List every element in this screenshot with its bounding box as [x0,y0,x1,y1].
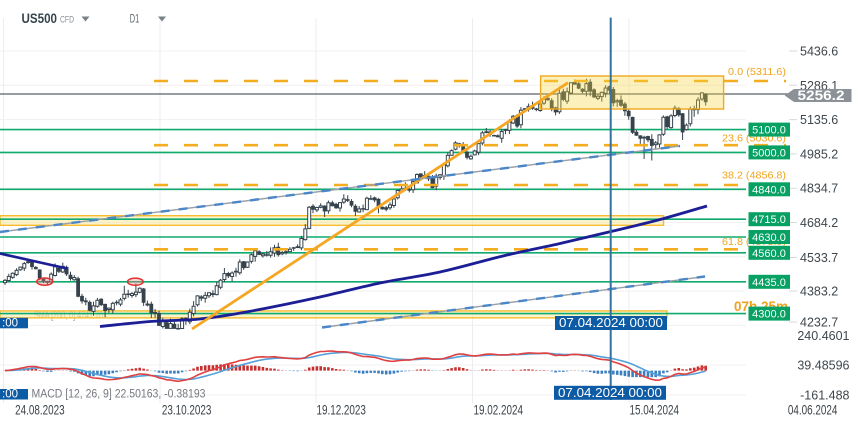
svg-text:240.4601: 240.4601 [797,329,849,343]
svg-text:5000.0: 5000.0 [752,147,786,159]
svg-text:-161.488: -161.488 [800,389,849,403]
svg-text:4435.0: 4435.0 [752,277,786,289]
svg-text:4560.0: 4560.0 [752,248,786,260]
svg-text:23.10.2023: 23.10.2023 [162,402,212,418]
svg-text:15.04.2024: 15.04.2024 [630,402,680,418]
svg-text:04.06.2024: 04.06.2024 [788,402,838,418]
svg-text:D1: D1 [130,12,140,26]
svg-text:4300.0: 4300.0 [752,309,786,321]
svg-text:07.04.2024 00:00: 07.04.2024 00:00 [559,316,663,330]
svg-text:4232.7: 4232.7 [800,316,838,330]
svg-text:24.08.2023: 24.08.2023 [15,402,65,418]
svg-text:19.02.2024: 19.02.2024 [474,402,524,418]
svg-text:0.0 (5311.6): 0.0 (5311.6) [728,66,786,78]
svg-text:4630.0: 4630.0 [752,232,786,244]
svg-text:4383.2: 4383.2 [800,285,838,299]
svg-text:19.12.2023: 19.12.2023 [316,402,366,418]
svg-text:4834.7: 4834.7 [800,182,838,196]
svg-text:4715.0: 4715.0 [752,214,786,226]
svg-text:4840.0: 4840.0 [752,184,786,196]
svg-text:4985.2: 4985.2 [800,147,838,161]
svg-text:38.2 (4856.8): 38.2 (4856.8) [722,170,786,182]
svg-text:5436.6: 5436.6 [800,45,838,59]
svg-text:CFD: CFD [60,15,74,26]
svg-text::00: :00 [2,318,18,330]
svg-text:US500: US500 [22,11,58,26]
svg-text:5135.6: 5135.6 [800,113,838,127]
svg-text:5100.0: 5100.0 [752,125,786,137]
svg-text:39.48596: 39.48596 [797,359,849,373]
svg-text:4533.7: 4533.7 [800,251,838,265]
svg-text:5256.2: 5256.2 [798,88,845,103]
svg-text:07.04.2024 00:00: 07.04.2024 00:00 [558,386,662,400]
svg-text::00: :00 [2,389,18,401]
svg-text:MACD [12, 26, 9] 22.50163, -0.: MACD [12, 26, 9] 22.50163, -0.38193 [32,389,206,401]
svg-text:4684.2: 4684.2 [800,216,838,230]
